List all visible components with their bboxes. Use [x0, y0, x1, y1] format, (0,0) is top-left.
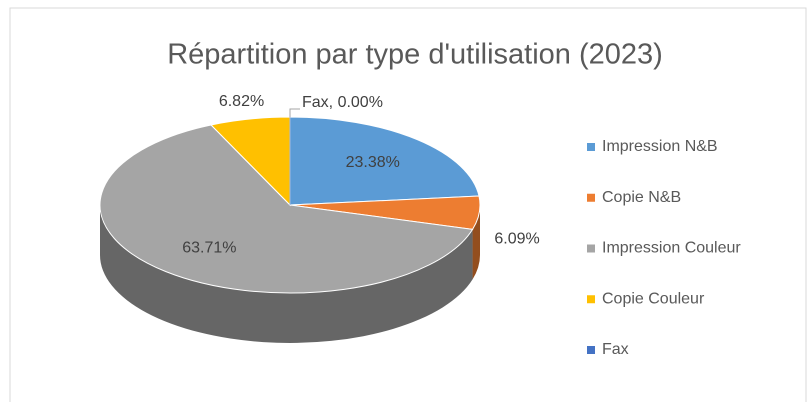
- legend-swatch: [587, 143, 595, 151]
- data-label: 23.38%: [346, 154, 400, 171]
- pie-slice: [99, 124, 474, 294]
- leader-line: [289, 108, 300, 117]
- legend-swatch: [587, 295, 595, 304]
- legend-label: Fax: [602, 341, 629, 358]
- legend-label: Impression Couleur: [602, 240, 741, 257]
- legend-label: Copie Couleur: [602, 290, 705, 307]
- data-label: Fax, 0.00%: [302, 94, 383, 111]
- legend-swatch: [587, 193, 595, 202]
- data-label: 6.82%: [219, 93, 264, 110]
- legend-swatch: [587, 244, 595, 253]
- legend-label: Impression N&B: [602, 138, 718, 155]
- legend-swatch: [587, 346, 595, 354]
- data-label: 63.71%: [182, 240, 236, 257]
- chart-title: Répartition par type d'utilisation (2023…: [167, 39, 663, 71]
- pie-slice: [289, 116, 480, 206]
- pie-side: [100, 205, 473, 344]
- legend-label: Copie N&B: [602, 189, 681, 206]
- pie-side: [472, 205, 480, 280]
- data-label: 6.09%: [494, 231, 539, 248]
